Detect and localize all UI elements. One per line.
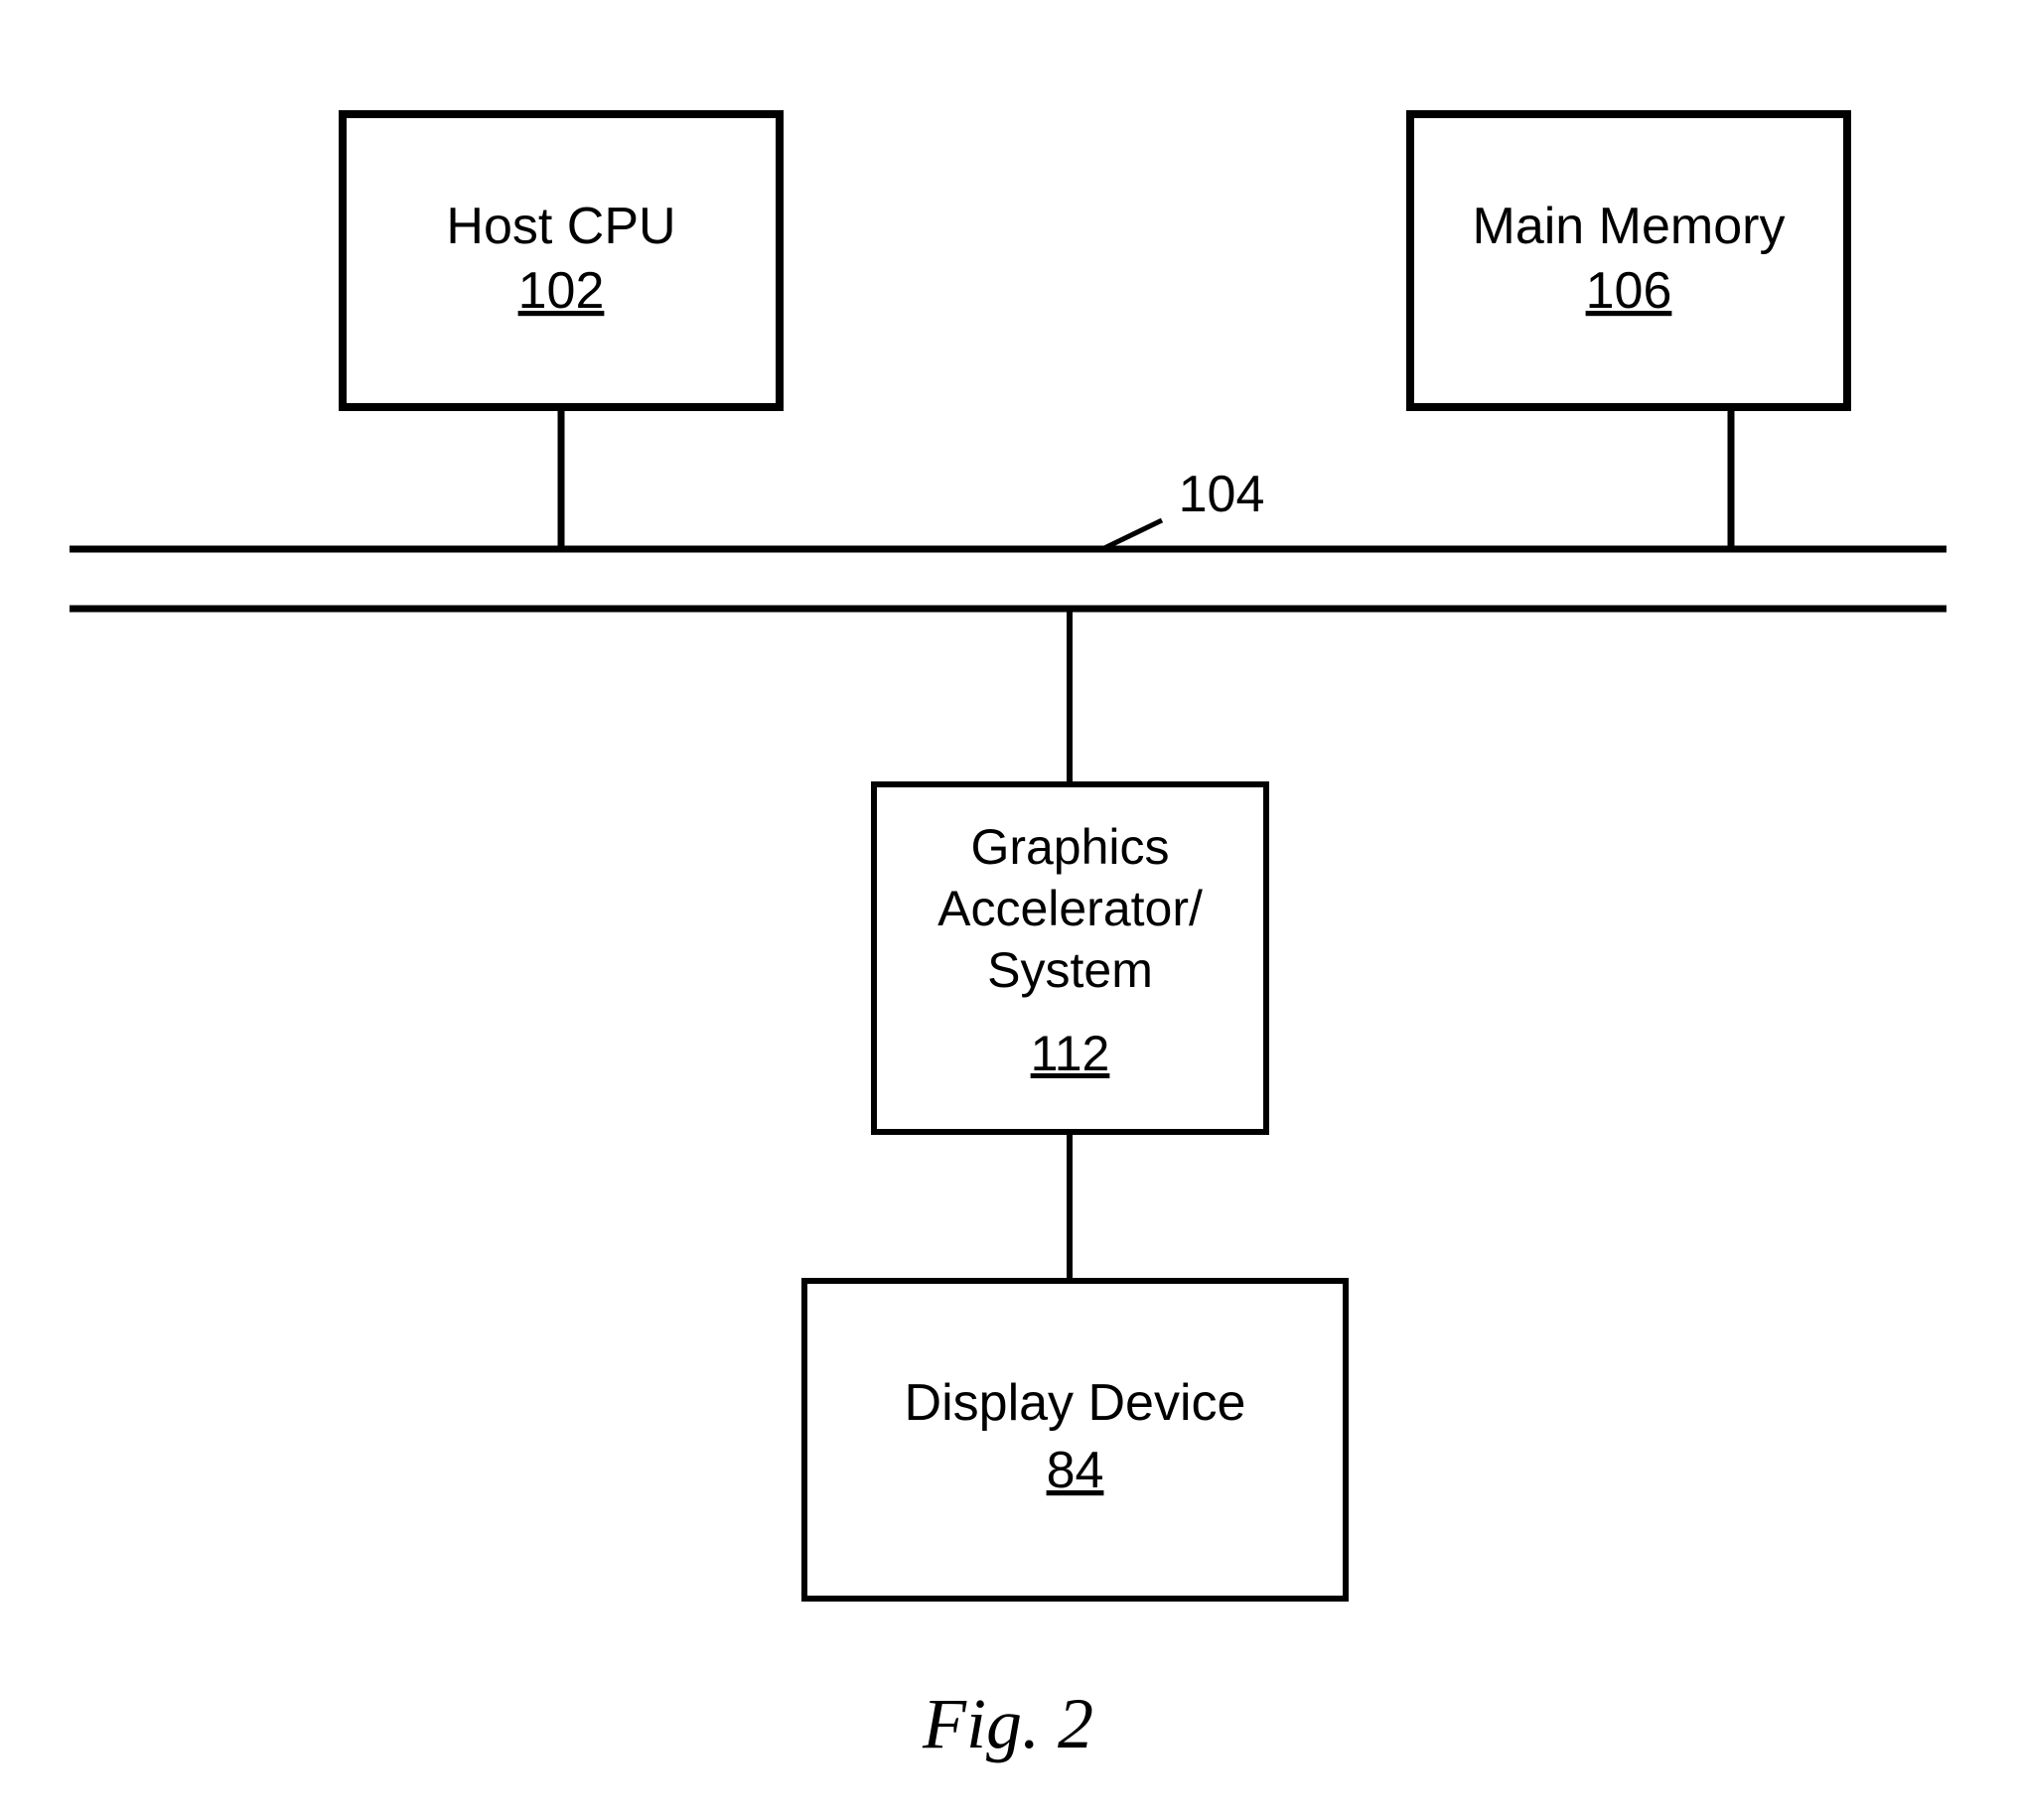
node-graphics-accelerator-ref: 112 (1031, 1026, 1110, 1081)
node-host-cpu: Host CPU 102 (343, 114, 780, 407)
node-host-cpu-ref: 102 (518, 262, 605, 320)
node-graphics-accelerator-title-line-0: Graphics (970, 819, 1169, 875)
bus-ref-label: 104 (1179, 466, 1265, 523)
block-diagram: 104 Host CPU 102 Main Memory 106 Graphics Acc… (0, 0, 2017, 1820)
node-graphics-accelerator-title-line-2: System (987, 942, 1153, 998)
node-graphics-accelerator: Graphics Accelerator/System 112 (874, 784, 1266, 1132)
node-display-device-title-line-0: Display Device (905, 1374, 1246, 1432)
node-main-memory-ref: 106 (1586, 262, 1672, 320)
system-bus: 104 (70, 466, 1946, 609)
node-main-memory: Main Memory 106 (1410, 114, 1847, 407)
nodes-group: Host CPU 102 Main Memory 106 Graphics Acceler… (343, 114, 1847, 1599)
figure-caption: Fig. 2 (922, 1684, 1093, 1763)
node-display-device: Display Device 84 (804, 1281, 1346, 1599)
node-display-device-ref: 84 (1047, 1442, 1104, 1499)
node-main-memory-title-line-0: Main Memory (1473, 198, 1786, 255)
node-graphics-accelerator-title-line-1: Accelerator/ (937, 881, 1203, 936)
figure-caption-text: Fig. 2 (922, 1684, 1093, 1763)
node-host-cpu-title-line-0: Host CPU (446, 198, 675, 255)
